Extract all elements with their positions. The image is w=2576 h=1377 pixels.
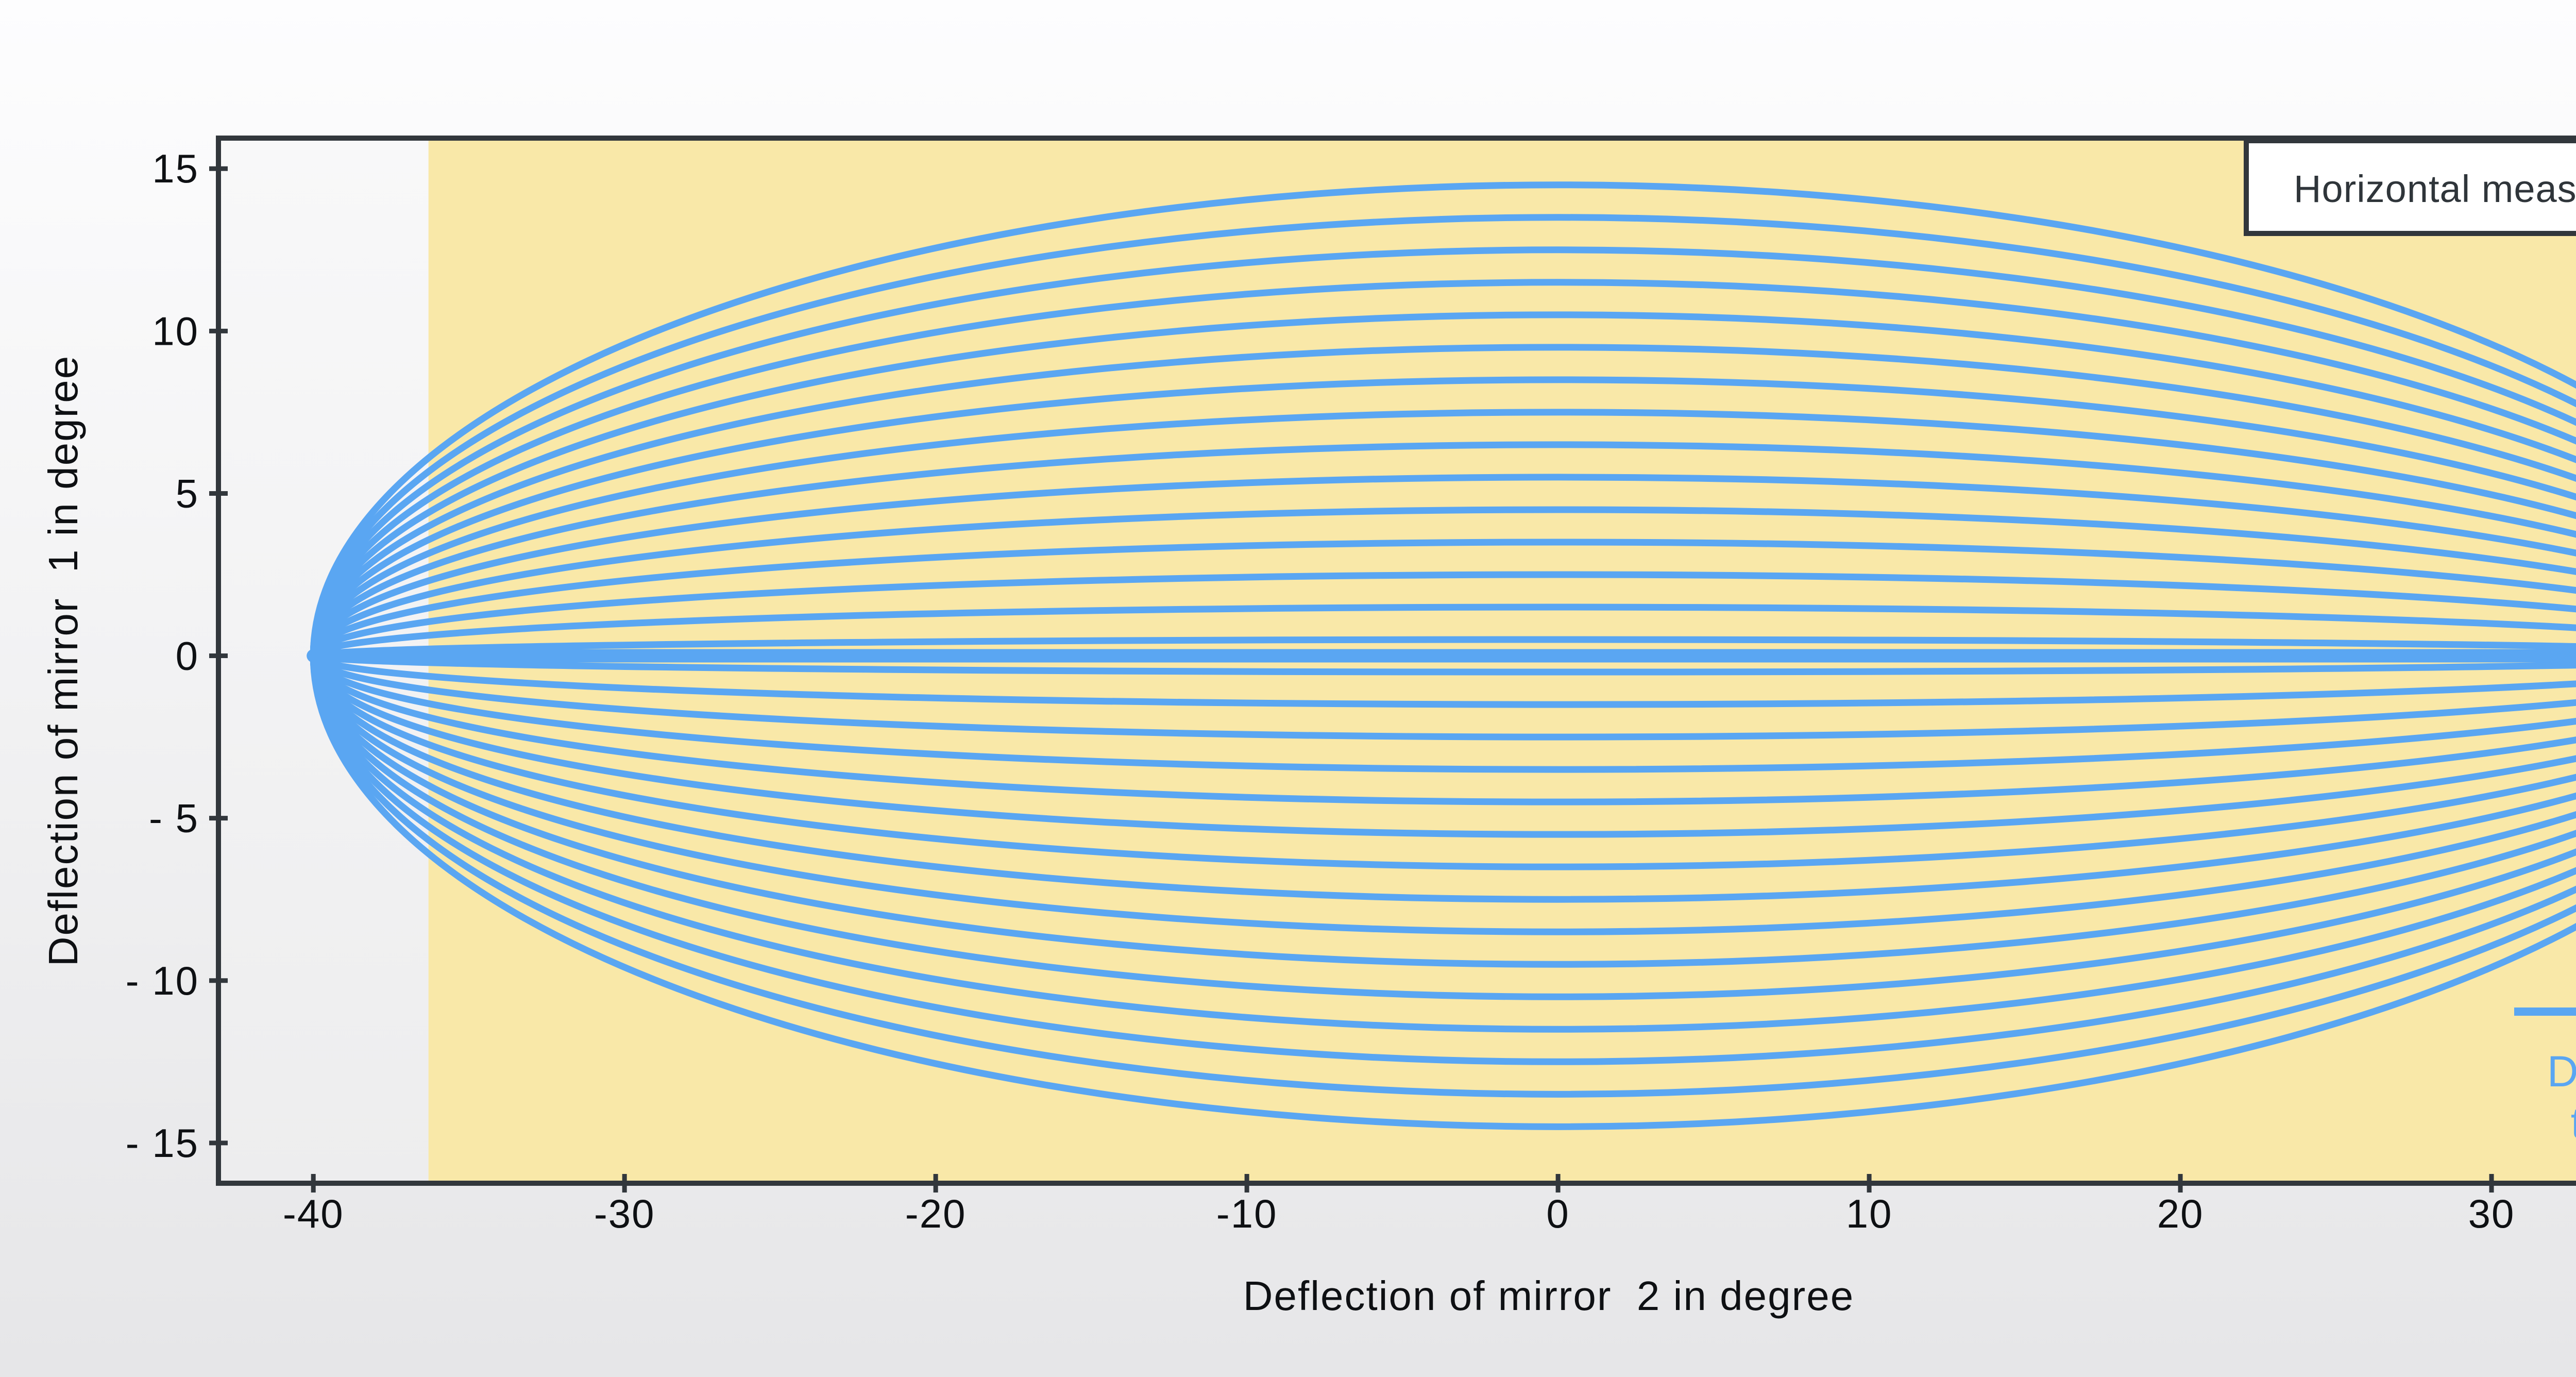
y-axis-title: Deflection of mirror 1 in degree [40, 355, 86, 967]
annotation-text: Deflection of the mirrors [2547, 1047, 2576, 1147]
x-tick-label: -10 [1216, 1191, 1278, 1236]
mirror-deflection-annotation: Deflection of the mirrors [2514, 1007, 2576, 1147]
y-tick-label: 10 [152, 308, 199, 354]
y-tick-label: - 10 [126, 958, 199, 1003]
x-axis-title: Deflection of mirror 2 in degree [1243, 1273, 1855, 1319]
x-tick-label: 0 [1546, 1191, 1569, 1236]
y-tick-label: 5 [176, 471, 199, 516]
x-tick-label: -30 [594, 1191, 655, 1236]
x-tick-label: -20 [905, 1191, 967, 1236]
legend-box [2244, 138, 2576, 236]
x-tick-label: 30 [2468, 1191, 2515, 1236]
x-tick-label: 20 [2157, 1191, 2204, 1236]
y-tick-label: 0 [176, 633, 199, 679]
legend: Horizontal measuring field [2244, 138, 2576, 236]
x-tick-label: -40 [283, 1191, 344, 1236]
plot-border [216, 136, 2576, 1186]
x-tick-label: 10 [1846, 1191, 1893, 1236]
y-tick-label: - 5 [149, 796, 199, 841]
y-tick-label: 15 [152, 146, 199, 191]
y-tick-label: - 15 [126, 1120, 199, 1166]
annotation-line-2: the mirrors [2571, 1099, 2576, 1147]
legend-label: Horizontal measuring field [2294, 167, 2576, 210]
annotation-line-1: Deflection of [2547, 1047, 2576, 1096]
plot-area: -40-30-20-10010203040151050- 5- 10- 15 [126, 136, 2576, 1236]
